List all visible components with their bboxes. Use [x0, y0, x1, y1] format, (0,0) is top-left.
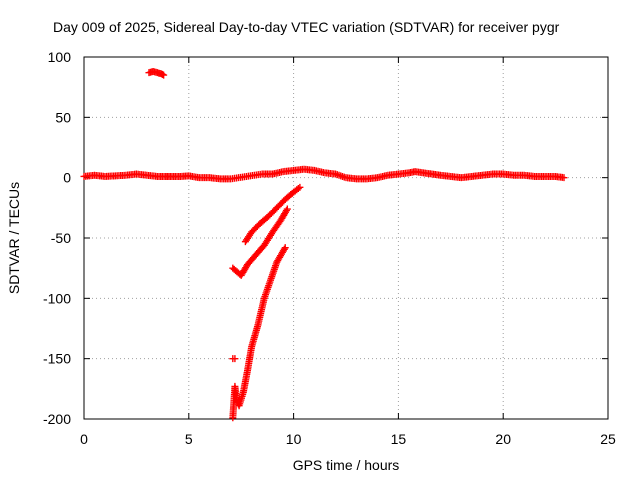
x-tick-label: 5 [185, 431, 193, 447]
data-point [231, 355, 239, 363]
data-points [80, 67, 568, 422]
data-point [296, 183, 304, 191]
y-axis-title: SDTVAR / TECUs [6, 182, 22, 294]
grid [84, 57, 608, 419]
data-point [283, 205, 291, 213]
x-tick-label: 15 [391, 431, 407, 447]
x-axis-title: GPS time / hours [293, 457, 400, 473]
x-tick-label: 10 [286, 431, 302, 447]
data-point [281, 244, 289, 252]
data-point [294, 185, 302, 193]
data-point [560, 174, 568, 182]
data-point [280, 245, 288, 253]
y-tick-label: -200 [43, 411, 71, 427]
y-tick-label: 0 [63, 170, 71, 186]
y-tick-label: -50 [51, 230, 71, 246]
y-tick-label: -150 [43, 351, 71, 367]
x-tick-label: 25 [600, 431, 616, 447]
x-tick-label: 20 [495, 431, 511, 447]
y-tick-label: 100 [48, 49, 72, 65]
data-point [160, 71, 168, 79]
chart-title: Day 009 of 2025, Sidereal Day-to-day VTE… [53, 19, 560, 35]
y-tick-label: -100 [43, 290, 71, 306]
x-tick-labels: 0 5 10 15 20 25 [80, 431, 616, 447]
y-tick-label: 50 [55, 109, 71, 125]
x-tick-label: 0 [80, 431, 88, 447]
data-point [282, 207, 290, 215]
axis-ticks [83, 56, 609, 420]
y-tick-labels: -200 -150 -100 -50 0 50 100 [43, 49, 71, 427]
plot-frame [83, 56, 609, 420]
